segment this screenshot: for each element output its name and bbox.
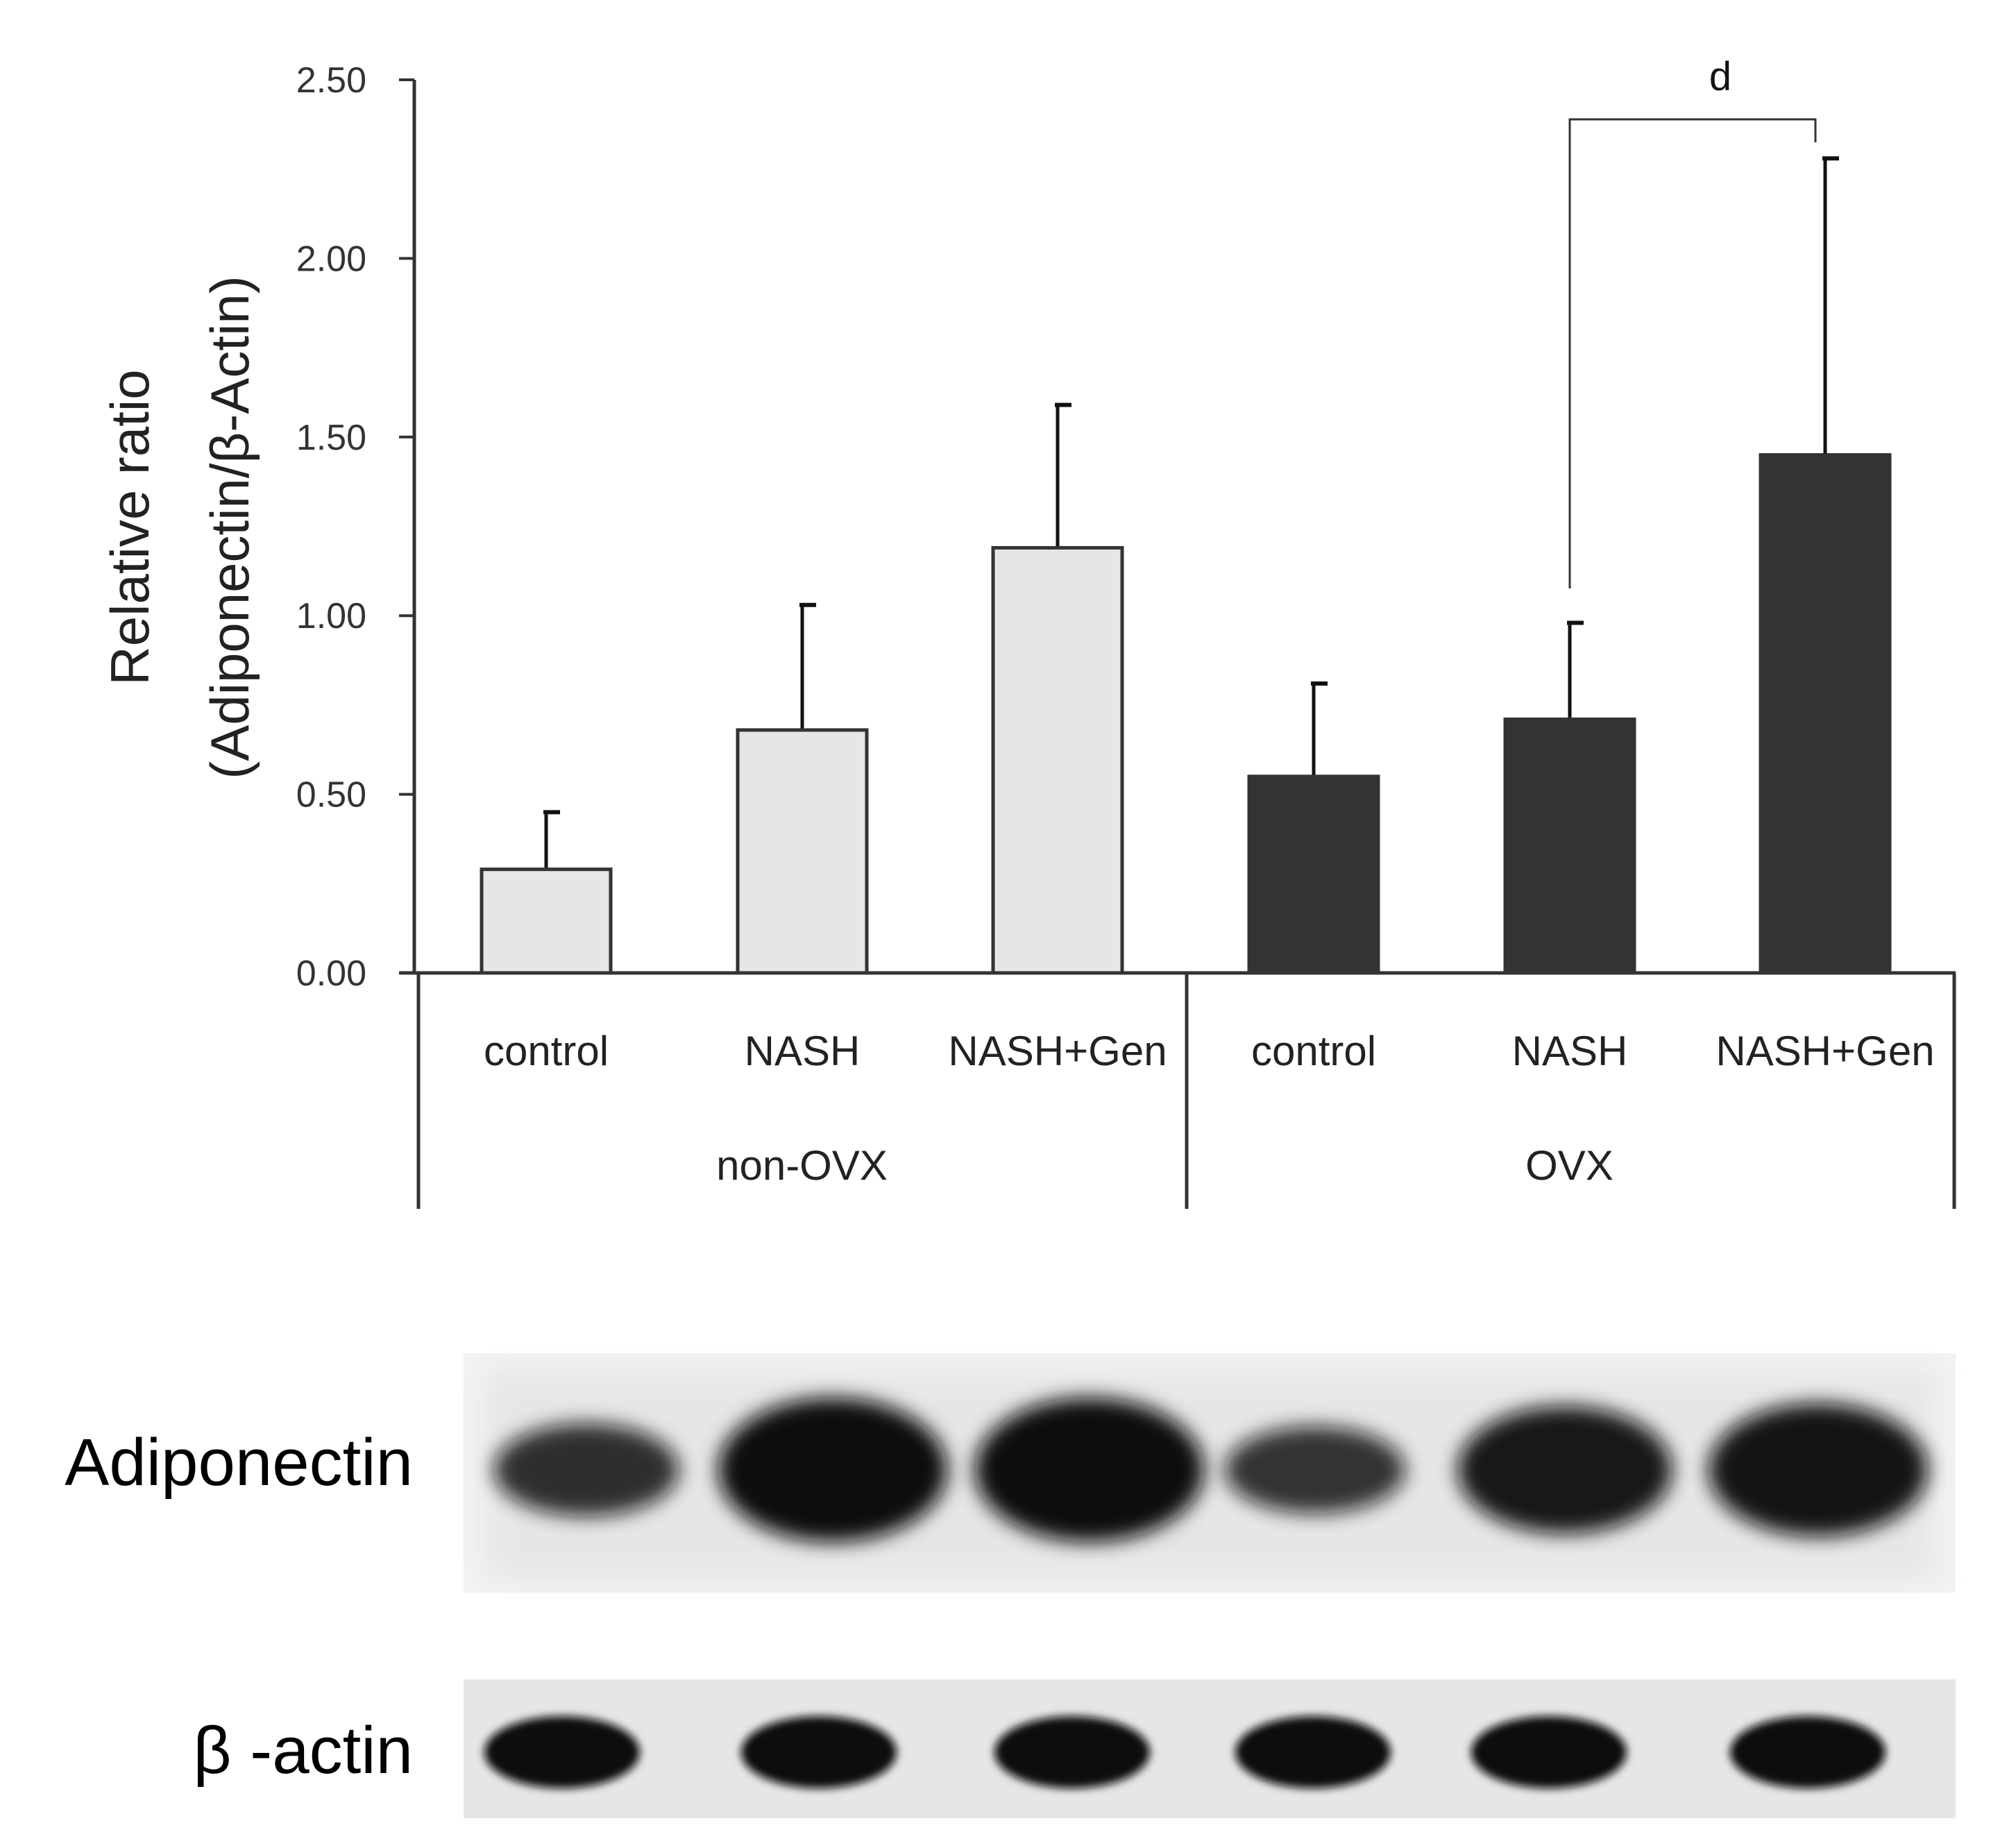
adiponectin-band bbox=[718, 1398, 947, 1542]
bar bbox=[480, 867, 613, 975]
beta-actin-band bbox=[741, 1716, 897, 1788]
blot-panel-beta-actin bbox=[464, 1679, 1956, 1818]
beta-actin-band bbox=[1471, 1716, 1627, 1788]
y-axis-label: Relative ratio bbox=[99, 369, 160, 685]
adiponectin-bands bbox=[493, 1398, 1928, 1542]
beta-actin-band bbox=[994, 1716, 1150, 1788]
western-blot: Adiponectin β -actin bbox=[65, 1353, 1956, 1818]
significance-label: d bbox=[1709, 54, 1731, 99]
y-tick-label: 2.00 bbox=[296, 239, 366, 279]
error-bars bbox=[543, 156, 1839, 870]
bar bbox=[991, 545, 1124, 975]
y-tick-label: 1.50 bbox=[296, 418, 366, 458]
bar bbox=[1503, 717, 1636, 975]
bar bbox=[736, 728, 869, 975]
category-label: NASH bbox=[745, 1028, 861, 1074]
beta-actin-band bbox=[1235, 1716, 1391, 1788]
adiponectin-band bbox=[1457, 1406, 1672, 1534]
y-tick-label: 1.00 bbox=[296, 596, 366, 636]
beta-actin-bands bbox=[484, 1716, 1886, 1788]
bar bbox=[1759, 453, 1892, 975]
category-label: NASH bbox=[1512, 1028, 1628, 1074]
category-label: control bbox=[1251, 1028, 1376, 1074]
adiponectin-band bbox=[1225, 1426, 1405, 1514]
adiponectin-band bbox=[1709, 1403, 1928, 1536]
bars bbox=[480, 453, 1892, 975]
y-tick-label: 2.50 bbox=[296, 60, 366, 101]
group-label: non-OVX bbox=[716, 1142, 888, 1189]
bar bbox=[1247, 774, 1380, 975]
significance-bracket: d bbox=[1568, 54, 1817, 588]
category-labels: control NASH NASH+Gen control NASH NASH+Gen bbox=[484, 1028, 1935, 1074]
y-tick-label: 0.50 bbox=[296, 775, 366, 815]
group-labels: non-OVX OVX bbox=[716, 1142, 1613, 1189]
group-label: OVX bbox=[1525, 1142, 1613, 1189]
significance-line bbox=[1568, 118, 1817, 588]
y-axis-label-units: (Adiponectin/β-Actin) bbox=[199, 275, 260, 779]
blot-label-beta-actin: β -actin bbox=[193, 1713, 413, 1788]
category-label: NASH+Gen bbox=[948, 1028, 1167, 1074]
blot-label-adiponectin: Adiponectin bbox=[65, 1425, 413, 1500]
y-tick-label: 0.00 bbox=[296, 953, 366, 994]
adiponectin-band bbox=[975, 1398, 1204, 1542]
y-ticks: 0.00 0.50 1.00 1.50 2.00 2.50 bbox=[296, 60, 414, 994]
beta-actin-band bbox=[1730, 1716, 1886, 1788]
adiponectin-band bbox=[493, 1423, 679, 1517]
beta-actin-band bbox=[484, 1716, 640, 1788]
category-label: NASH+Gen bbox=[1715, 1028, 1934, 1074]
category-label: control bbox=[484, 1028, 609, 1074]
